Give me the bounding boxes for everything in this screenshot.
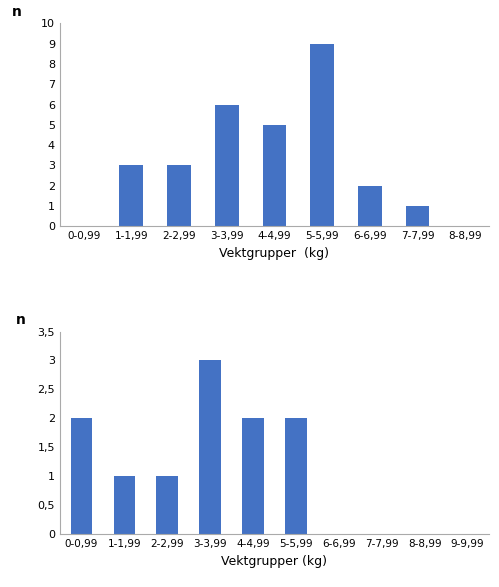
X-axis label: Vektgrupper (kg): Vektgrupper (kg) — [222, 555, 327, 568]
Bar — [310, 44, 334, 226]
Bar — [358, 185, 382, 226]
Bar — [113, 476, 135, 534]
Bar — [167, 166, 191, 226]
Bar — [285, 419, 306, 534]
Bar — [156, 476, 178, 534]
Bar — [70, 419, 92, 534]
Bar — [199, 360, 221, 534]
Bar — [215, 104, 239, 226]
Bar — [242, 419, 263, 534]
Y-axis label: n: n — [12, 5, 22, 19]
Bar — [262, 125, 286, 226]
Y-axis label: n: n — [16, 313, 26, 328]
Bar — [406, 206, 430, 226]
Bar — [119, 166, 143, 226]
X-axis label: Vektgrupper  (kg): Vektgrupper (kg) — [220, 247, 329, 259]
